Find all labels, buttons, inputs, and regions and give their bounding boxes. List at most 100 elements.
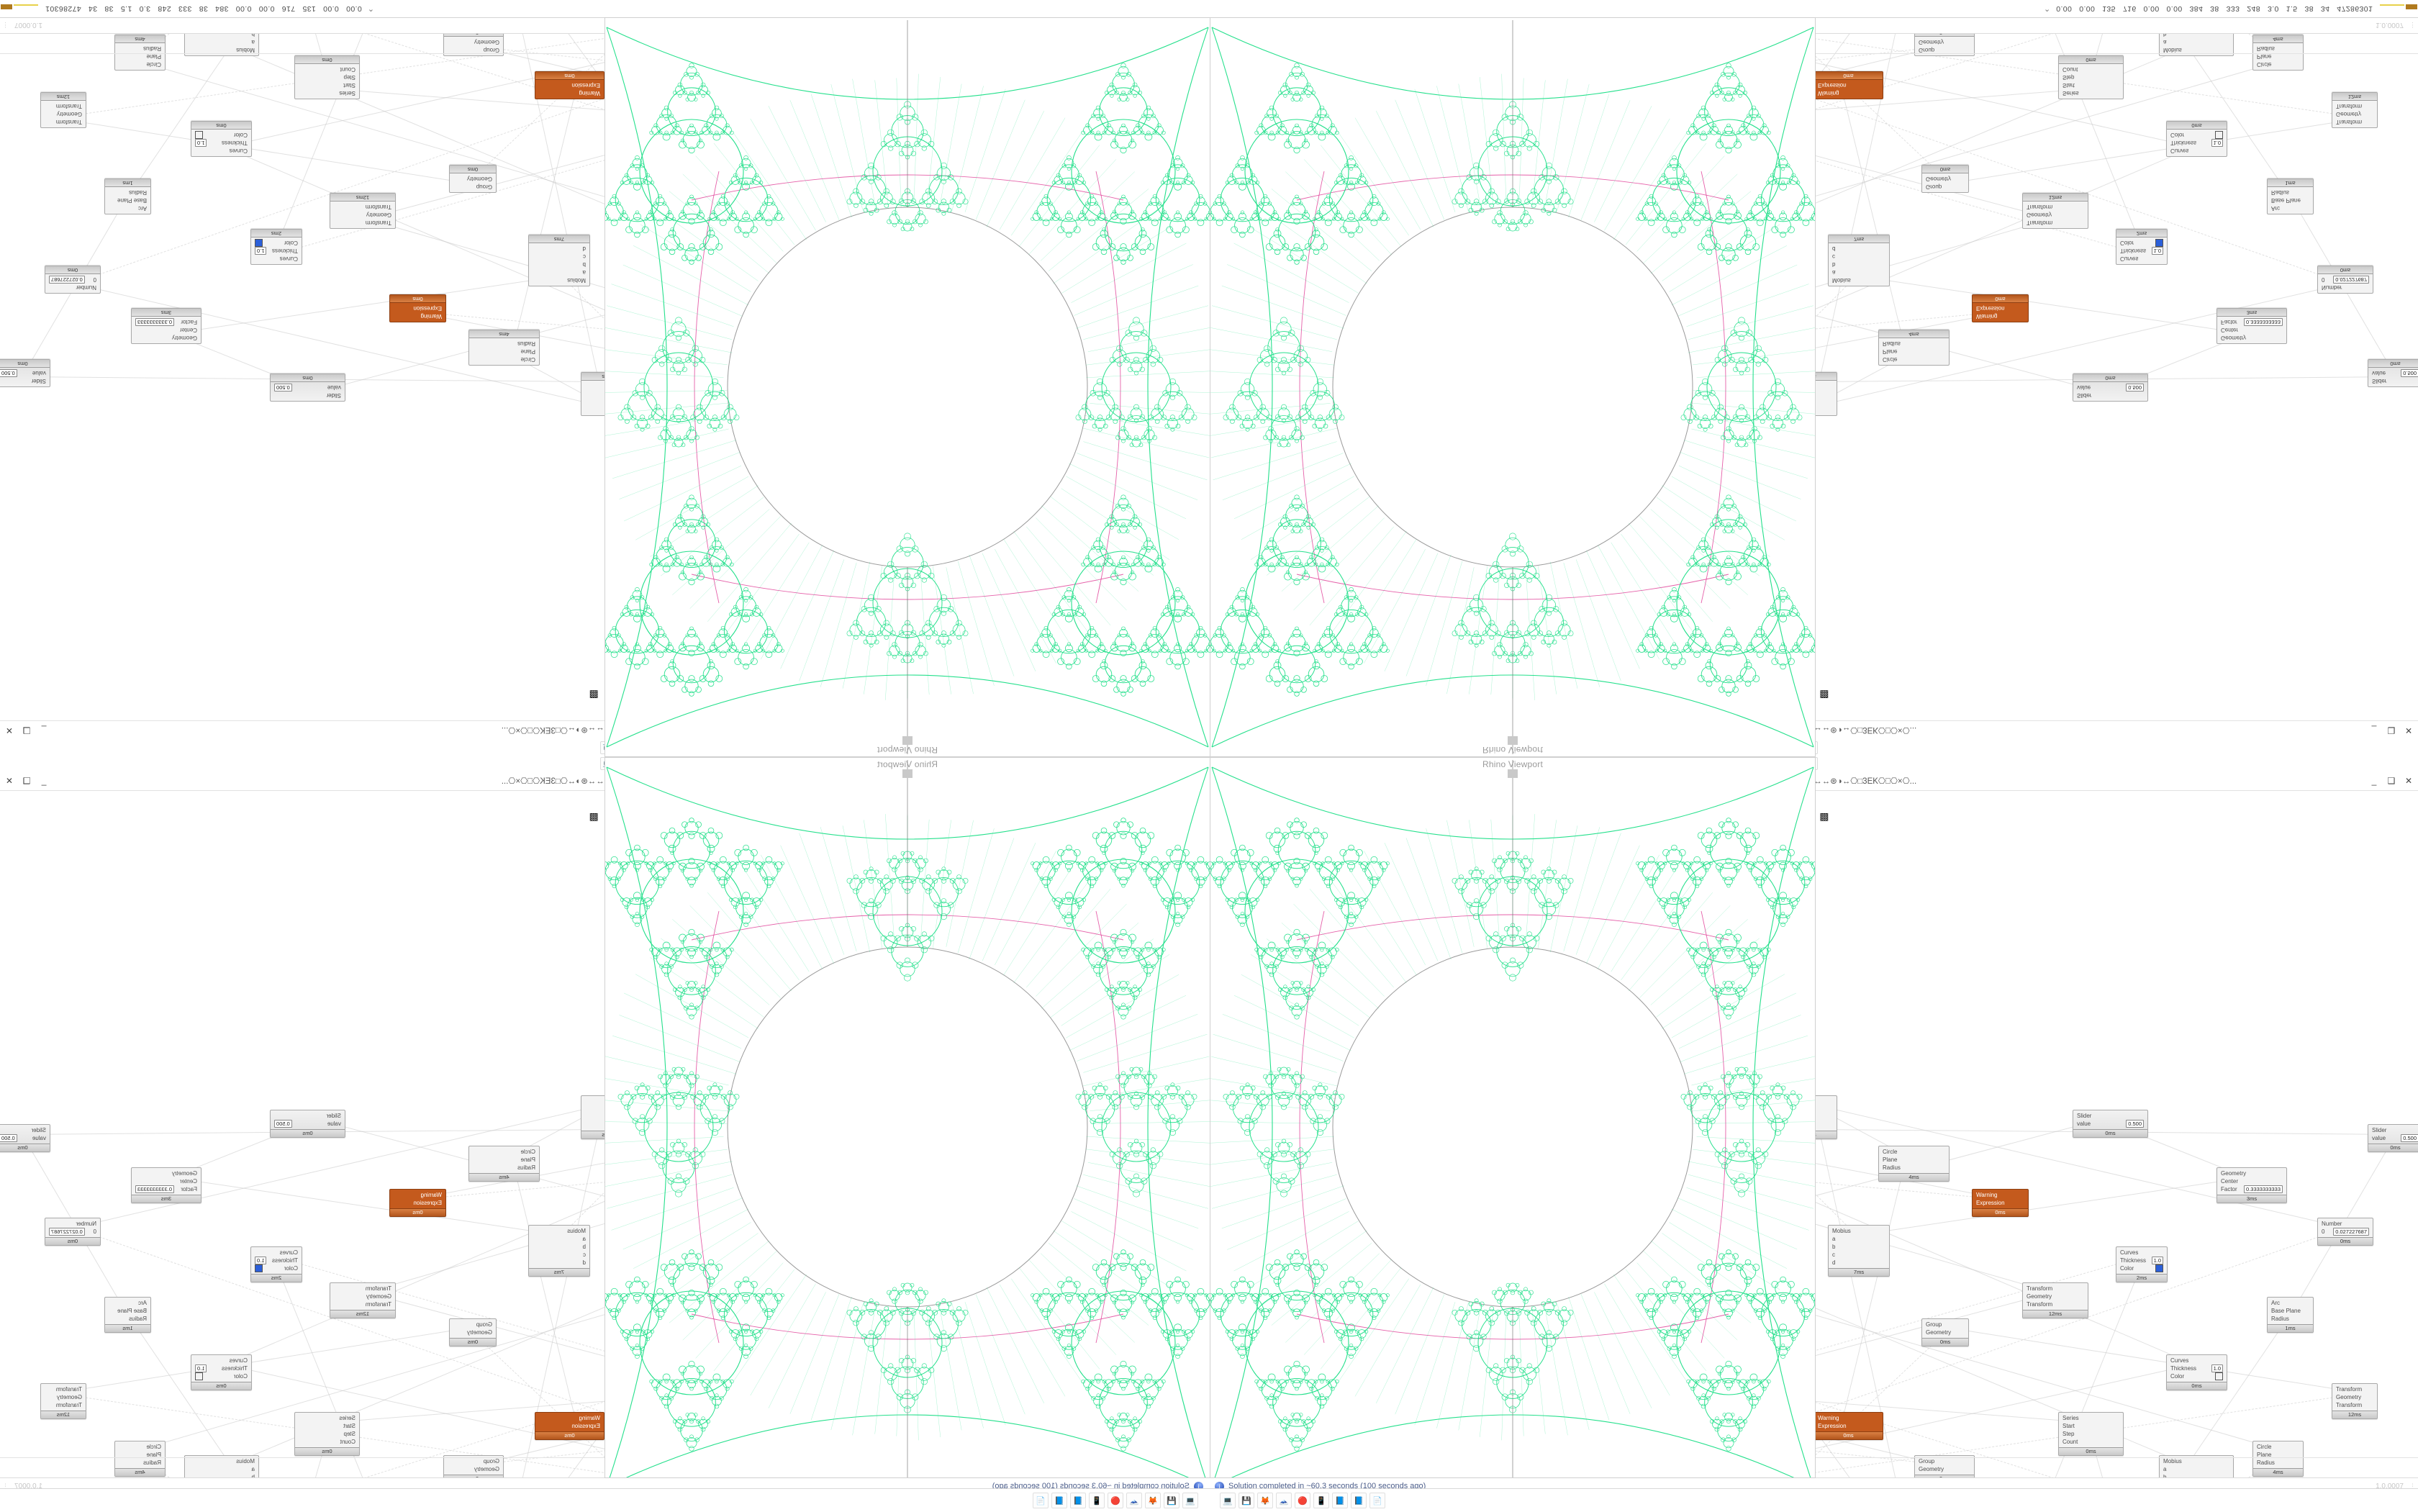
os-taskbar-bottom[interactable]: 📄📘📘📱🔴🗻🦊💾💻💻💾🦊🗻🔴📱📘📘📄 — [0, 1488, 2418, 1512]
param-value[interactable]: 0.3333333333 — [135, 318, 174, 326]
component-param-row[interactable]: Expression — [1976, 304, 2024, 312]
param-value[interactable]: 1.0 — [255, 1257, 266, 1264]
component-param-row[interactable]: Base Plane — [2271, 196, 2309, 204]
param-value[interactable]: 1.0 — [255, 247, 266, 255]
component-param-row[interactable]: Expression — [539, 81, 600, 89]
component-param-row[interactable]: Radius — [109, 189, 147, 196]
component-param-row[interactable]: Center — [2221, 326, 2283, 334]
component-param-row[interactable]: Count — [299, 65, 356, 73]
viewport-tab-handle-bl[interactable] — [902, 769, 913, 778]
component-param-row[interactable]: Transform — [2336, 1401, 2373, 1409]
calc-icon[interactable]: 📱 — [1089, 1493, 1105, 1508]
close-button[interactable]: ✕ — [2404, 776, 2414, 786]
component-param-row[interactable]: Color — [255, 1264, 298, 1272]
component-param-row[interactable]: Expression — [1976, 1199, 2024, 1207]
component-param-row[interactable]: Radius — [109, 1315, 147, 1323]
sheet-icon[interactable]: 📘 — [1351, 1493, 1367, 1508]
color-swatch[interactable] — [2215, 131, 2223, 139]
component-param-row[interactable]: Base Plane — [109, 1307, 147, 1315]
color-swatch[interactable] — [2215, 1372, 2223, 1380]
component-param-row[interactable]: Radius — [1883, 340, 1945, 348]
ribbon-tab-17[interactable]: ▩ — [589, 690, 598, 700]
component-param-row[interactable]: Base Plane — [2271, 1307, 2309, 1315]
resize-grip[interactable]: ⋮⋮ — [2409, 22, 2418, 30]
rhino-viewport-bottom-right[interactable]: Rhino Viewport — [1210, 757, 1816, 1478]
component-param-row[interactable]: d — [533, 245, 586, 253]
minimize-button[interactable]: _ — [39, 776, 49, 786]
param-value[interactable]: 0.500 — [2126, 384, 2144, 391]
chevron-up-icon[interactable]: ⌃ — [368, 4, 374, 14]
component-param-row[interactable]: Color — [2170, 1372, 2223, 1380]
maximize-button[interactable]: ❑ — [2386, 725, 2396, 735]
component-param-row[interactable]: Radius — [2271, 1315, 2309, 1323]
component-param-row[interactable]: Expression — [394, 1199, 442, 1207]
component-param-row[interactable]: Plane — [1883, 348, 1945, 356]
minimize-button[interactable]: _ — [39, 725, 49, 735]
close-button[interactable]: ✕ — [4, 776, 14, 786]
color-swatch[interactable] — [2155, 239, 2163, 247]
component-param-row[interactable]: Geometry — [2027, 1293, 2084, 1300]
component-param-row[interactable]: Radius — [473, 340, 535, 348]
component-param-row[interactable]: b — [533, 261, 586, 268]
component-param-row[interactable]: Transform — [334, 1300, 391, 1308]
component-param-row[interactable]: Transform — [45, 1401, 82, 1409]
maximize-button[interactable]: ❑ — [22, 776, 32, 786]
component-param-row[interactable]: Step — [299, 1430, 356, 1438]
terminal-icon[interactable]: 💻 — [1182, 1493, 1198, 1508]
viewport-tab-handle-br[interactable] — [1508, 769, 1518, 778]
sheet-icon[interactable]: 📘 — [1070, 1493, 1086, 1508]
component-param-row[interactable]: Geometry — [2336, 1393, 2373, 1401]
viewport-tab-handle-tl[interactable] — [902, 736, 913, 745]
component-param-row[interactable]: Transform — [2027, 203, 2084, 211]
param-value[interactable]: 0.500 — [274, 1120, 292, 1128]
firefox-icon[interactable]: 🦊 — [1145, 1493, 1161, 1508]
component-param-row[interactable]: Center — [135, 1177, 197, 1185]
component-param-row[interactable]: Geometry — [45, 110, 82, 118]
component-param-row[interactable]: Geometry — [2336, 110, 2373, 118]
component-param-row[interactable]: Transform — [45, 102, 82, 110]
component-param-row[interactable]: Transform — [2336, 102, 2373, 110]
component-param-row[interactable]: d — [1832, 1259, 1885, 1267]
component-param-row[interactable]: d — [533, 1259, 586, 1267]
component-param-row[interactable]: c — [1832, 253, 1885, 261]
component-param-row[interactable]: b — [1832, 1243, 1885, 1251]
chevron-up-icon[interactable]: ⌃ — [2044, 4, 2050, 14]
component-param-row[interactable]: Geometry — [1926, 1328, 1965, 1336]
component-param-row[interactable]: Center — [2221, 1177, 2283, 1185]
